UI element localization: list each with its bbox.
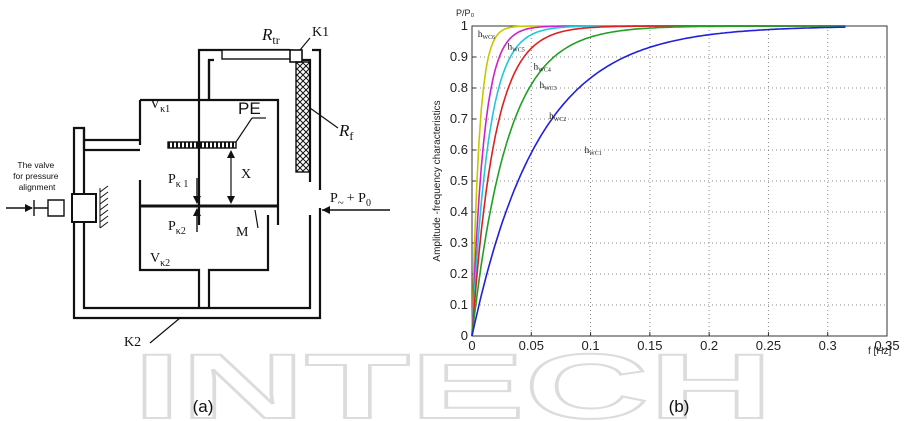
series-label-wc2: hWC2 (549, 111, 566, 123)
k1-block (289, 49, 303, 63)
label-valve: The valve for pressure alignment (13, 160, 61, 192)
series-line-wc1 (471, 26, 846, 337)
y-tick-label: 1 (461, 18, 468, 33)
label-k2: K2 (124, 335, 141, 350)
x-tick-label: 0.25 (756, 338, 781, 353)
valve-body (71, 193, 97, 223)
r-f-filter (295, 61, 311, 173)
panel-a-labels: Rtr K1 Rf Vκ1 PE Pκ 1 X Pκ2 M Vκ2 K2 P~ +… (13, 25, 371, 416)
k2-leader (149, 317, 181, 344)
label-p-k1: Pκ 1 (168, 172, 188, 190)
pe-plate (167, 141, 237, 149)
chart-top-label: P/P₀ (456, 8, 475, 18)
watermark: INTECH (133, 336, 773, 421)
y-tick-label: 0.2 (450, 266, 468, 281)
y-tick-label: 0.3 (450, 235, 468, 250)
y-tick-labels: 0 0.1 0.2 0.3 0.4 0.5 0.6 0.7 0.8 0.9 1 (450, 18, 476, 343)
x-axis-label: f [Hz] (868, 346, 892, 357)
pk2-arrowhead (193, 208, 201, 216)
chart-series (471, 25, 846, 337)
r-tr-body (221, 49, 293, 60)
y-tick-label: 0.1 (450, 297, 468, 312)
y-tick-label: 0.9 (450, 49, 468, 64)
pk1-arrowhead (193, 196, 201, 204)
label-v-k1: Vκ1 (150, 97, 170, 115)
y-tick-label: 0.8 (450, 80, 468, 95)
y-tick-label: 0.6 (450, 142, 468, 157)
x-tick-label: 0 (468, 338, 475, 353)
caption-a: (a) (193, 397, 214, 416)
valve-channel (84, 138, 211, 308)
series-label-wc5: hWC5 (508, 41, 525, 53)
x-tick-label: 0.35 (874, 338, 899, 353)
label-r-tr: Rtr (261, 25, 280, 47)
r-f-leader (309, 107, 339, 129)
x-tick-labels: 0 0.05 0.1 0.15 0.2 0.25 0.3 0.35 (468, 332, 900, 353)
pe-leader (235, 117, 253, 143)
label-pe: PE (238, 99, 261, 118)
inner-chamber (82, 98, 280, 300)
caption-b: (b) (669, 397, 690, 416)
y-axis-label: Amplitude -frequency characteristics (432, 100, 443, 261)
valve-stem (33, 199, 65, 217)
x-tick-label: 0.05 (519, 338, 544, 353)
y-tick-label: 0.4 (450, 204, 468, 219)
x-tick-label: 0.1 (582, 338, 600, 353)
chart-grid (472, 26, 887, 336)
y-tick-label: 0.5 (450, 173, 468, 188)
label-k1: K1 (312, 25, 329, 40)
series-label-wc4: hWC4 (534, 61, 551, 73)
valve-spring (99, 185, 109, 229)
x-tick-label: 0.3 (819, 338, 837, 353)
k1-leader (299, 37, 311, 51)
x-tick-label: 0.2 (700, 338, 718, 353)
panel-b-chart: 0 0.05 0.1 0.15 0.2 0.25 0.3 0.35 0 0.1 0.2 0.3 0.4… (432, 8, 900, 416)
label-v-k2: Vκ2 (150, 251, 170, 269)
series-label-wc6: hWC6 (478, 29, 495, 41)
label-r-f: Rf (338, 121, 353, 143)
input-arrowhead (322, 206, 330, 214)
x-tick-label: 0.15 (637, 338, 662, 353)
series-label-wc3: hWC3 (540, 80, 557, 92)
label-x: X (241, 167, 251, 182)
panel-a-schematic (6, 37, 390, 344)
outer-left-wall (72, 48, 322, 320)
y-tick-label: 0.7 (450, 111, 468, 126)
label-m: M (236, 225, 249, 240)
label-input-pressure: P~ + P0 (330, 191, 371, 209)
series-line-wc2 (471, 25, 846, 337)
m-leader (254, 209, 259, 229)
series-label-wc1: hWC1 (585, 145, 602, 157)
valve-arrowhead (25, 204, 33, 212)
label-p-k2: Pκ2 (168, 219, 186, 237)
y-tick-label: 0 (461, 328, 468, 343)
series-labels: hWC6 hWC5 hWC4 hWC3 hWC2 hWC1 (478, 29, 602, 157)
